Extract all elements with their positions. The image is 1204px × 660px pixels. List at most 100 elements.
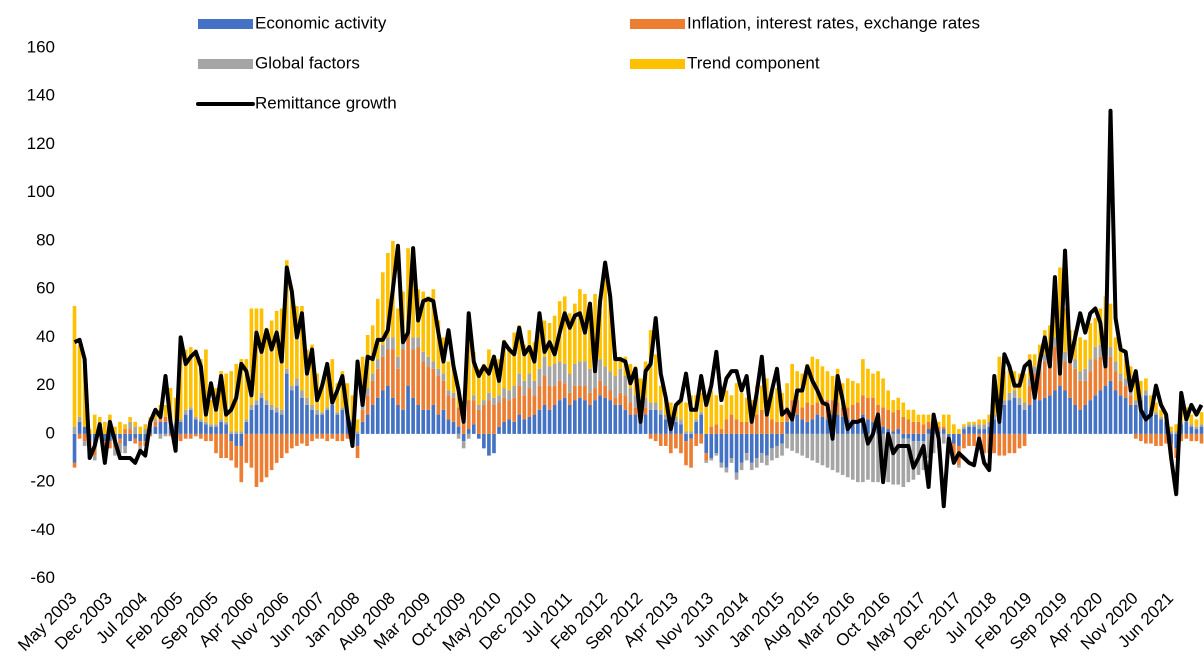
bar [623, 395, 628, 410]
bar [674, 421, 678, 434]
bar [300, 390, 304, 398]
bar [593, 294, 597, 367]
bar [891, 400, 896, 413]
bar [396, 308, 400, 357]
bar [1139, 380, 1143, 396]
bar [118, 443, 122, 454]
bar [163, 433, 168, 437]
bar [911, 409, 916, 422]
bar [1194, 419, 1199, 427]
bar [1159, 409, 1163, 418]
bar [183, 414, 188, 434]
bar [421, 361, 426, 410]
bar [881, 378, 885, 408]
bar [891, 412, 896, 432]
bar [214, 426, 218, 434]
bar [315, 433, 319, 439]
bar [466, 315, 471, 401]
legend-swatch [630, 59, 685, 69]
bar [466, 429, 471, 434]
bar [1118, 380, 1123, 396]
bar [669, 433, 673, 454]
bar [1199, 424, 1204, 427]
bar [901, 402, 906, 418]
bar [1179, 433, 1184, 442]
bar [350, 395, 355, 420]
bar [699, 412, 703, 415]
legend-swatch [198, 59, 253, 69]
bar [209, 433, 213, 442]
bar [396, 356, 400, 369]
bar [714, 453, 719, 456]
bar [502, 421, 506, 434]
bar [1088, 400, 1093, 434]
bar [684, 431, 688, 434]
bar [1088, 322, 1093, 360]
bar [1002, 404, 1007, 434]
bar [1103, 356, 1108, 386]
bar [608, 400, 613, 434]
bar [163, 417, 168, 422]
bar [603, 397, 607, 434]
bar [1154, 433, 1158, 446]
bar [1123, 359, 1128, 379]
bar [714, 424, 719, 434]
bar [926, 433, 931, 459]
bar [482, 404, 486, 434]
bar [244, 359, 249, 420]
bar [476, 433, 481, 439]
bar [598, 395, 602, 434]
bar [143, 433, 148, 442]
bar [987, 414, 992, 422]
bar [239, 359, 244, 432]
bar [825, 433, 830, 468]
bar [431, 361, 436, 369]
bar [416, 404, 420, 434]
bar [694, 419, 698, 422]
bar [244, 421, 249, 434]
bar [623, 409, 628, 434]
bar [850, 433, 855, 480]
bar [214, 424, 218, 427]
bar [1093, 347, 1098, 360]
bar [77, 344, 82, 418]
bar [926, 429, 931, 434]
bar [234, 445, 239, 468]
legend-label: Economic activity [255, 13, 387, 32]
bar [193, 419, 198, 434]
bar [593, 400, 597, 434]
bar [547, 409, 552, 434]
bar [709, 433, 714, 459]
bar [1194, 426, 1199, 430]
bar [613, 404, 618, 434]
bar [552, 315, 557, 364]
bar [780, 443, 784, 456]
bar [739, 433, 744, 463]
bar [1012, 390, 1017, 398]
bar [421, 409, 426, 434]
bar [896, 409, 901, 430]
bar [1007, 392, 1012, 401]
bar [269, 320, 274, 405]
bar [487, 433, 491, 456]
bar [648, 402, 653, 410]
bar [471, 395, 476, 401]
bar [1083, 380, 1088, 405]
bar [689, 438, 693, 468]
bar [517, 414, 522, 434]
y-tick-label: 40 [36, 327, 55, 346]
bar [663, 414, 668, 420]
bar [795, 371, 800, 401]
bar [1073, 404, 1077, 434]
bar [325, 433, 330, 442]
bar [264, 433, 269, 478]
bar [845, 433, 850, 478]
bar [1184, 433, 1189, 439]
bar [1174, 431, 1179, 434]
bar [229, 371, 234, 432]
bar [674, 433, 678, 449]
bar [274, 310, 279, 408]
bar [765, 414, 769, 434]
bar [603, 385, 607, 398]
bar [370, 325, 375, 374]
